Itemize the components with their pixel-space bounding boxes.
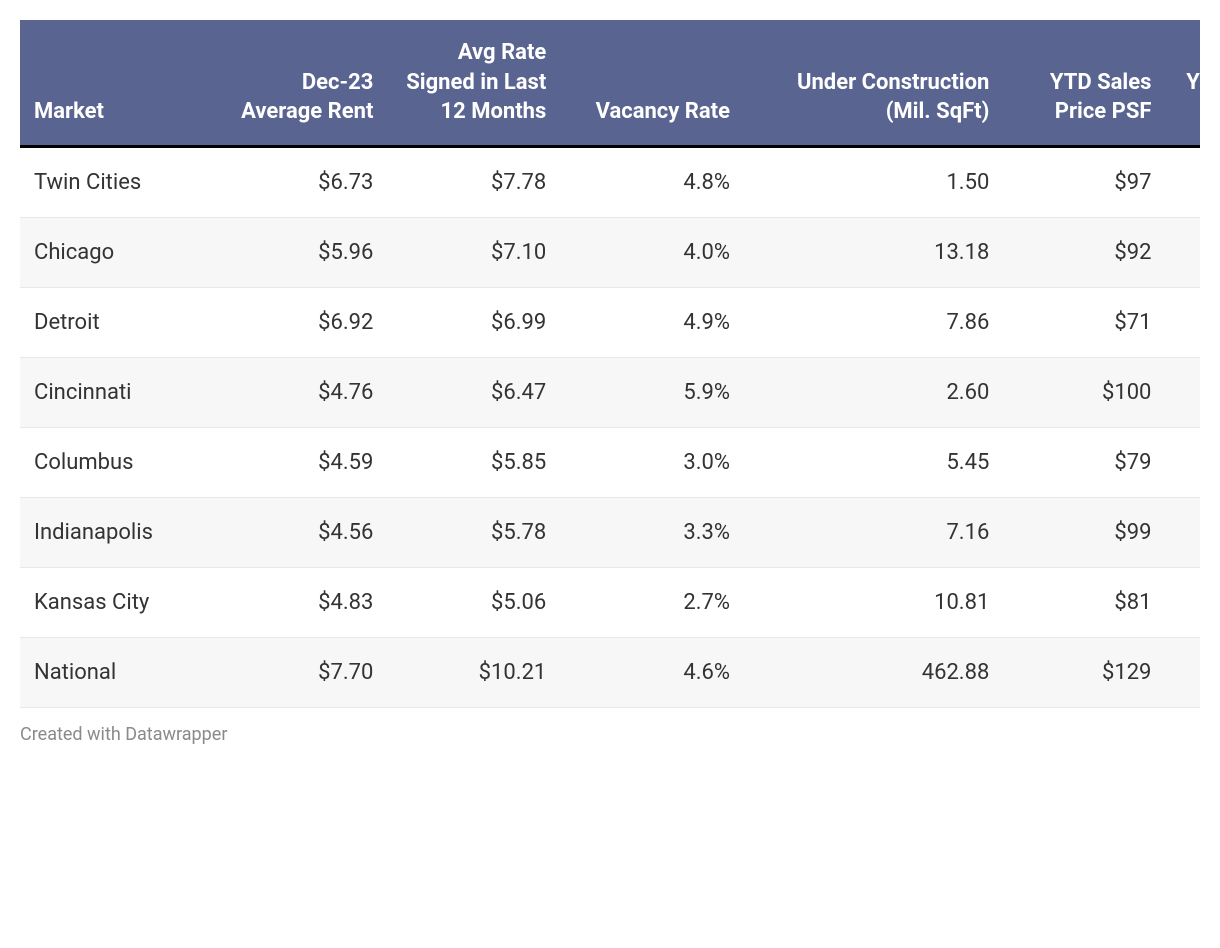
cell-avgrate: $6.47 — [387, 358, 560, 428]
cell-ytdpsf: $92 — [1003, 218, 1165, 288]
data-table: Market Dec-23 Average Rent Avg Rate Sign… — [20, 20, 1200, 708]
col-header-market: Market — [20, 20, 215, 147]
cell-under: 7.86 — [744, 288, 1003, 358]
cell-ytdsales: $6 — [1165, 358, 1200, 428]
cell-ytdsales: $2,2 — [1165, 218, 1200, 288]
cell-avgrate: $5.78 — [387, 498, 560, 568]
cell-vacancy: 3.0% — [560, 428, 744, 498]
table-row: National $7.70 $10.21 4.6% 462.88 $129 $… — [20, 638, 1200, 708]
attribution-text: Created with Datawrapper — [20, 724, 1200, 745]
cell-vacancy: 3.3% — [560, 498, 744, 568]
col-header-ytdpsf: YTD Sales Price PSF — [1003, 20, 1165, 147]
cell-vacancy: 5.9% — [560, 358, 744, 428]
cell-under: 1.50 — [744, 147, 1003, 218]
cell-dec23: $7.70 — [215, 638, 388, 708]
cell-market: Cincinnati — [20, 358, 215, 428]
cell-ytdsales: $4 — [1165, 288, 1200, 358]
table-row: Kansas City $4.83 $5.06 2.7% 10.81 $81 $… — [20, 568, 1200, 638]
cell-dec23: $4.83 — [215, 568, 388, 638]
cell-ytdsales: $3 — [1165, 568, 1200, 638]
col-header-ytdsales: YTD Sales (Mil.) as of 12/31 — [1165, 20, 1200, 147]
cell-market: National — [20, 638, 215, 708]
cell-dec23: $6.73 — [215, 147, 388, 218]
cell-avgrate: $5.06 — [387, 568, 560, 638]
cell-ytdsales: $7 — [1165, 428, 1200, 498]
table-wrapper: Market Dec-23 Average Rent Avg Rate Sign… — [20, 20, 1200, 708]
table-row: Detroit $6.92 $6.99 4.9% 7.86 $71 $4 — [20, 288, 1200, 358]
table-row: Columbus $4.59 $5.85 3.0% 5.45 $79 $7 — [20, 428, 1200, 498]
cell-market: Columbus — [20, 428, 215, 498]
cell-vacancy: 4.6% — [560, 638, 744, 708]
cell-market: Twin Cities — [20, 147, 215, 218]
cell-avgrate: $7.78 — [387, 147, 560, 218]
table-row: Cincinnati $4.76 $6.47 5.9% 2.60 $100 $6 — [20, 358, 1200, 428]
col-header-under: Under Construction (Mil. SqFt) — [744, 20, 1003, 147]
table-header: Market Dec-23 Average Rent Avg Rate Sign… — [20, 20, 1200, 147]
cell-avgrate: $5.85 — [387, 428, 560, 498]
cell-vacancy: 4.8% — [560, 147, 744, 218]
cell-under: 5.45 — [744, 428, 1003, 498]
cell-avgrate: $10.21 — [387, 638, 560, 708]
cell-market: Detroit — [20, 288, 215, 358]
cell-ytdpsf: $79 — [1003, 428, 1165, 498]
cell-ytdpsf: $81 — [1003, 568, 1165, 638]
cell-ytdsales: $8 — [1165, 498, 1200, 568]
col-header-dec23: Dec-23 Average Rent — [215, 20, 388, 147]
cell-under: 10.81 — [744, 568, 1003, 638]
cell-market: Indianapolis — [20, 498, 215, 568]
cell-ytdpsf: $100 — [1003, 358, 1165, 428]
cell-avgrate: $6.99 — [387, 288, 560, 358]
cell-dec23: $4.56 — [215, 498, 388, 568]
cell-dec23: $6.92 — [215, 288, 388, 358]
cell-avgrate: $7.10 — [387, 218, 560, 288]
cell-ytdpsf: $97 — [1003, 147, 1165, 218]
cell-ytdpsf: $71 — [1003, 288, 1165, 358]
cell-under: 13.18 — [744, 218, 1003, 288]
table-row: Indianapolis $4.56 $5.78 3.3% 7.16 $99 $… — [20, 498, 1200, 568]
cell-dec23: $4.59 — [215, 428, 388, 498]
cell-ytdsales: $9 — [1165, 147, 1200, 218]
table-body: Twin Cities $6.73 $7.78 4.8% 1.50 $97 $9… — [20, 147, 1200, 708]
cell-vacancy: 2.7% — [560, 568, 744, 638]
cell-under: 7.16 — [744, 498, 1003, 568]
cell-dec23: $4.76 — [215, 358, 388, 428]
cell-ytdpsf: $129 — [1003, 638, 1165, 708]
col-header-vacancy: Vacancy Rate — [560, 20, 744, 147]
col-header-avgrate: Avg Rate Signed in Last 12 Months — [387, 20, 560, 147]
cell-vacancy: 4.9% — [560, 288, 744, 358]
cell-under: 462.88 — [744, 638, 1003, 708]
cell-market: Chicago — [20, 218, 215, 288]
cell-ytdpsf: $99 — [1003, 498, 1165, 568]
cell-market: Kansas City — [20, 568, 215, 638]
table-row: Twin Cities $6.73 $7.78 4.8% 1.50 $97 $9 — [20, 147, 1200, 218]
cell-ytdsales: $52, — [1165, 638, 1200, 708]
cell-vacancy: 4.0% — [560, 218, 744, 288]
table-header-row: Market Dec-23 Average Rent Avg Rate Sign… — [20, 20, 1200, 147]
table-row: Chicago $5.96 $7.10 4.0% 13.18 $92 $2,2 — [20, 218, 1200, 288]
cell-dec23: $5.96 — [215, 218, 388, 288]
cell-under: 2.60 — [744, 358, 1003, 428]
